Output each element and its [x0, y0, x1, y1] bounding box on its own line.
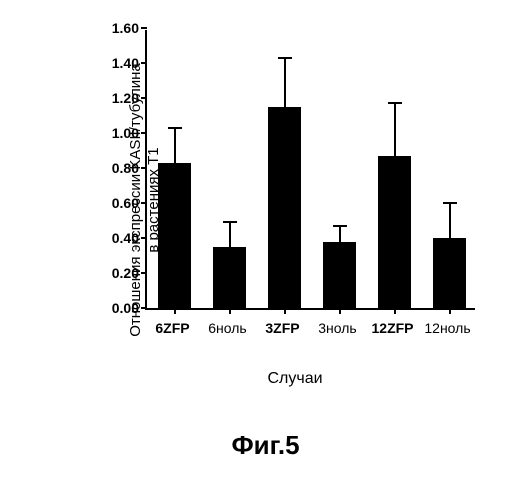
y-tick-label: 0.80	[112, 160, 139, 176]
y-tick-mark	[141, 97, 147, 99]
error-bar	[284, 58, 286, 107]
y-tick-label: 0.60	[112, 195, 139, 211]
error-cap	[168, 127, 182, 129]
bar	[433, 238, 466, 308]
x-tick-label: 6ноль	[208, 320, 246, 336]
x-tick-label: 12ноль	[424, 320, 470, 336]
error-cap	[333, 225, 347, 227]
y-tick-mark	[141, 132, 147, 134]
y-tick-mark	[141, 167, 147, 169]
bar	[158, 163, 191, 308]
bar	[323, 242, 356, 309]
x-tick-label: 12ZFP	[371, 320, 413, 336]
y-tick-mark	[141, 272, 147, 274]
error-cap	[278, 57, 292, 59]
y-tick-label: 0.00	[112, 300, 139, 316]
plot-area: 0.000.200.400.600.801.001.201.401.60	[145, 30, 475, 310]
y-tick-label: 0.40	[112, 230, 139, 246]
y-tick-mark	[141, 202, 147, 204]
bar	[268, 107, 301, 308]
x-tick-mark	[394, 308, 396, 314]
bar	[213, 247, 246, 308]
y-tick-mark	[141, 237, 147, 239]
x-tick-mark	[174, 308, 176, 314]
y-tick-label: 1.40	[112, 55, 139, 71]
x-tick-label: 3ZFP	[265, 320, 299, 336]
x-tick-mark	[339, 308, 341, 314]
error-bar	[449, 203, 451, 238]
error-cap	[443, 202, 457, 204]
bar	[378, 156, 411, 308]
x-axis-label: Случаи	[95, 370, 495, 388]
y-tick-mark	[141, 62, 147, 64]
error-bar	[394, 103, 396, 156]
x-tick-mark	[284, 308, 286, 314]
x-tick-label: 3ноль	[318, 320, 356, 336]
y-tick-label: 1.60	[112, 20, 139, 36]
figure-caption: Фиг.5	[0, 430, 531, 461]
error-bar	[174, 128, 176, 163]
x-tick-mark	[449, 308, 451, 314]
x-tick-label: 6ZFP	[155, 320, 189, 336]
error-bar	[339, 226, 341, 242]
y-tick-label: 1.20	[112, 90, 139, 106]
error-bar	[229, 222, 231, 247]
x-tick-mark	[229, 308, 231, 314]
y-tick-mark	[141, 27, 147, 29]
error-cap	[388, 102, 402, 104]
plot-wrap: 0.000.200.400.600.801.001.201.401.60 6ZF…	[95, 20, 495, 350]
error-cap	[223, 221, 237, 223]
y-tick-label: 1.00	[112, 125, 139, 141]
y-tick-mark	[141, 307, 147, 309]
y-tick-label: 0.20	[112, 265, 139, 281]
